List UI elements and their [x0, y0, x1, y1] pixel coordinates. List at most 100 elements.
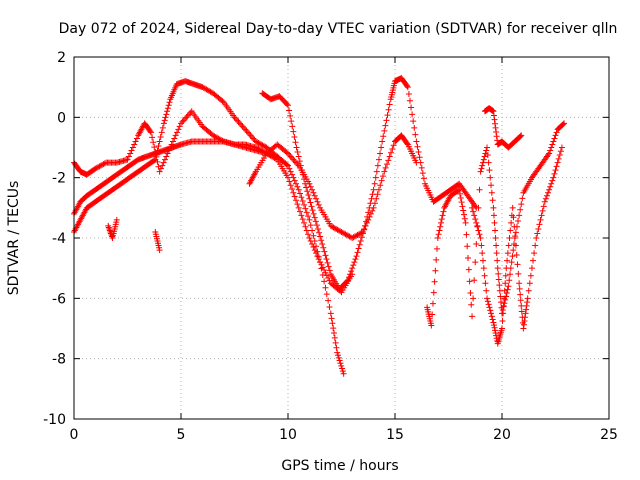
x-tick-label: 5	[177, 427, 186, 443]
data-point	[492, 227, 499, 234]
data-point	[503, 265, 510, 272]
data-point	[172, 132, 179, 139]
data-point	[473, 219, 480, 226]
data-point	[331, 330, 338, 337]
data-point	[381, 127, 388, 134]
data-point	[307, 183, 314, 190]
data-point	[493, 250, 500, 257]
data-point	[385, 157, 392, 164]
data-point	[495, 270, 502, 277]
data-point	[510, 214, 517, 221]
data-point	[294, 149, 301, 156]
data-point	[350, 262, 357, 269]
data-point	[535, 225, 542, 232]
data-point	[435, 231, 442, 238]
data-point	[286, 107, 293, 114]
data-point	[462, 219, 469, 226]
data-point	[360, 226, 367, 233]
data-point	[303, 227, 310, 234]
data-point	[484, 144, 491, 151]
data-point	[479, 250, 486, 257]
data-point	[285, 102, 291, 109]
data-point	[293, 180, 300, 187]
data-point	[312, 218, 319, 225]
data-point	[347, 271, 354, 278]
data-point	[428, 322, 435, 329]
data-point	[334, 349, 341, 356]
data-point	[465, 266, 472, 273]
data-point	[161, 117, 168, 124]
data-point	[491, 324, 498, 331]
data-point	[481, 272, 488, 279]
data-point	[302, 223, 309, 230]
data-point	[286, 178, 293, 185]
data-point	[440, 208, 447, 215]
data-point	[457, 195, 464, 202]
data-point	[488, 310, 495, 317]
data-point	[288, 118, 295, 125]
data-point	[283, 101, 290, 108]
data-point	[159, 162, 166, 169]
data-point	[518, 308, 525, 315]
data-point	[431, 278, 438, 285]
data-point	[163, 153, 170, 160]
data-point	[301, 219, 308, 226]
data-point	[502, 272, 509, 279]
data-point	[343, 278, 350, 285]
data-point	[309, 241, 316, 248]
data-point	[133, 135, 140, 142]
data-point	[478, 242, 485, 249]
data-point	[309, 186, 316, 193]
series-trace-2	[71, 78, 291, 235]
data-point	[351, 259, 358, 266]
data-point	[302, 180, 309, 187]
data-point	[476, 186, 483, 193]
data-point	[382, 122, 389, 129]
data-point	[433, 245, 440, 252]
data-point	[324, 259, 331, 266]
data-point	[432, 267, 439, 274]
data-point	[166, 99, 173, 106]
data-point	[484, 298, 491, 305]
data-point	[295, 186, 302, 193]
data-point	[433, 256, 440, 263]
data-point	[113, 216, 120, 223]
data-point	[390, 142, 397, 149]
data-point	[417, 159, 424, 166]
data-point	[477, 168, 484, 175]
y-axis-label: SDTVAR / TECUs	[6, 181, 22, 296]
data-point	[357, 238, 364, 245]
data-point	[461, 215, 468, 222]
data-point	[290, 174, 297, 181]
data-point	[494, 257, 501, 264]
data-point	[374, 162, 381, 169]
data-point	[156, 138, 163, 145]
data-point	[155, 142, 162, 149]
data-point	[299, 216, 306, 223]
data-point	[149, 134, 156, 141]
data-point	[323, 256, 330, 263]
data-point	[153, 153, 160, 160]
data-point	[128, 147, 135, 154]
data-point	[475, 204, 482, 211]
data-point	[147, 128, 154, 135]
data-point	[530, 257, 537, 264]
data-point	[363, 218, 370, 225]
data-point	[154, 158, 161, 165]
data-point	[328, 315, 335, 322]
data-point	[124, 156, 131, 163]
data-point	[313, 222, 320, 229]
data-point	[469, 313, 476, 320]
data-point	[359, 230, 366, 237]
data-point	[125, 153, 132, 160]
data-point	[532, 242, 539, 249]
data-point	[479, 162, 486, 169]
data-point	[438, 216, 445, 223]
data-point	[506, 277, 513, 284]
data-point	[476, 231, 483, 238]
data-point	[338, 362, 345, 369]
data-point	[129, 144, 136, 151]
data-point	[561, 120, 568, 127]
data-point	[409, 111, 416, 118]
data-point	[549, 177, 556, 184]
